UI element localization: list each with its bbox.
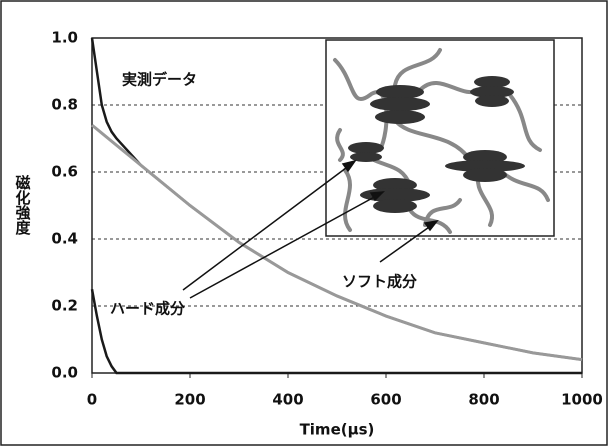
y-tick-label: 0.0 [51, 364, 78, 382]
y-tick-label: 0.2 [51, 297, 78, 315]
y-axis-title: 磁化強度 [14, 174, 32, 236]
inset-diagram [326, 40, 554, 236]
x-tick-label: 800 [468, 391, 499, 409]
annotation-soft: ソフト成分 [342, 273, 417, 291]
y-tick-label: 1.0 [51, 29, 78, 47]
y-tick-label: 0.6 [51, 163, 78, 181]
x-tick-label: 400 [272, 391, 303, 409]
x-tick-label: 1000 [561, 391, 603, 409]
x-axis-title: Time(μs) [300, 421, 375, 439]
annotation-hard: ハード成分 [110, 300, 185, 318]
annotation-measured: 実測データ [122, 71, 197, 89]
x-tick-label: 0 [87, 391, 97, 409]
chart: 0.0 0.2 0.4 0.6 0.8 1.0 0 200 400 600 800 1000 [0, 0, 608, 446]
x-tick-label: 600 [370, 391, 401, 409]
y-tick-label: 0.4 [51, 230, 78, 248]
y-tick-label: 0.8 [51, 96, 78, 114]
x-tick-label: 200 [174, 391, 205, 409]
